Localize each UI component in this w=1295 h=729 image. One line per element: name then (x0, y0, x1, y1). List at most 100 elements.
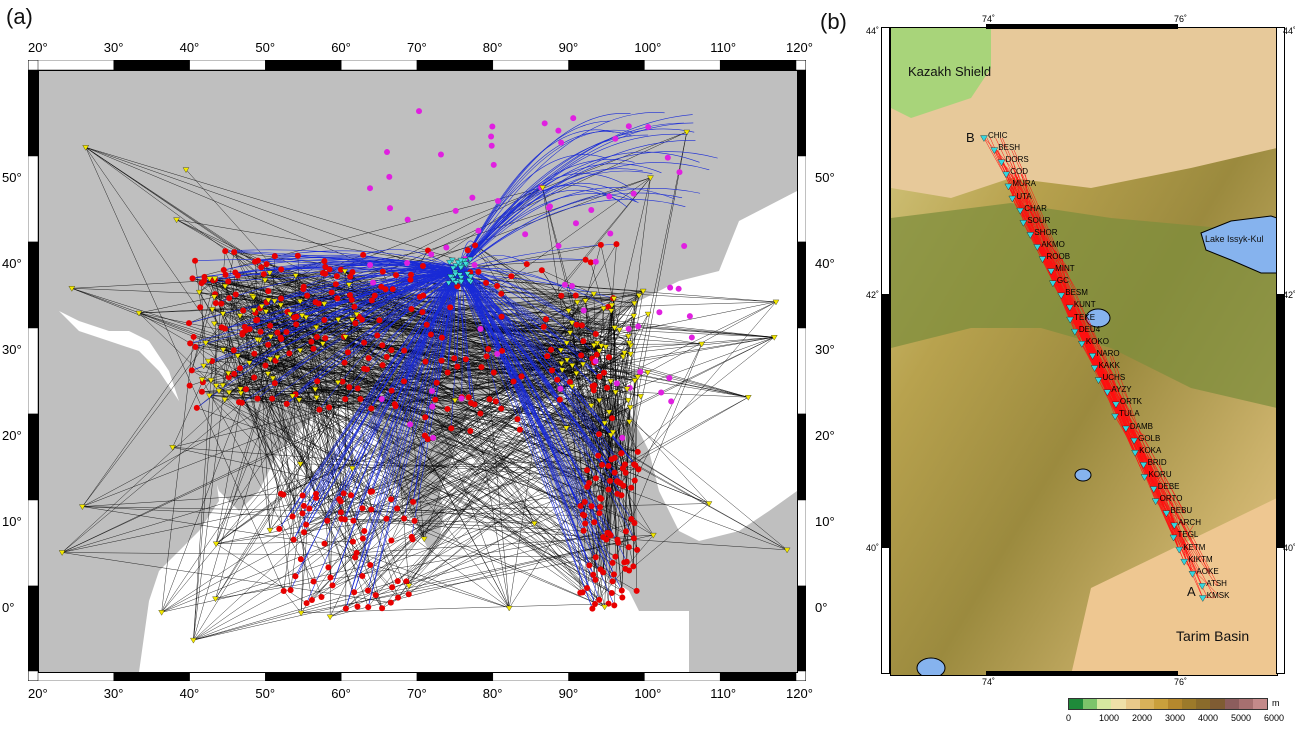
ray-path (458, 159, 635, 272)
earthquake-event (421, 432, 428, 439)
station-label: ARCH (1178, 518, 1201, 528)
ray-path (571, 322, 595, 523)
earthquake-event (572, 292, 579, 299)
profile-station-marker (1131, 450, 1139, 457)
ray-path (225, 250, 592, 406)
event-magenta (666, 375, 673, 382)
station-label: TULA (1119, 409, 1140, 419)
seismic-station (225, 390, 233, 396)
ray-path (138, 312, 234, 351)
seismic-station (237, 386, 244, 393)
earthquake-event (584, 585, 591, 592)
earthquake-event (622, 565, 629, 572)
seismic-station (302, 315, 310, 321)
colorbar-swatch (1182, 699, 1197, 709)
ray-path (212, 343, 323, 362)
profile-station (452, 280, 460, 286)
seismic-station (579, 362, 587, 368)
seismic-station (601, 604, 608, 611)
earthquake-event (622, 528, 629, 535)
seismic-station (605, 409, 613, 416)
seismic-station (334, 380, 342, 386)
ray-path (541, 270, 594, 295)
earthquake-event (263, 261, 270, 268)
seismic-station (267, 356, 274, 363)
map-b (890, 27, 1278, 676)
seismic-station (246, 360, 253, 367)
ray-path (161, 530, 365, 613)
station-label: BEBU (1170, 506, 1193, 516)
ray-path (604, 423, 623, 598)
earthquake-event (340, 490, 347, 497)
event-magenta (367, 185, 374, 192)
ray-path (370, 376, 638, 493)
earthquake-event (326, 266, 333, 273)
earthquake-event (276, 525, 283, 532)
ray-path (209, 395, 518, 420)
earthquake-event (610, 571, 617, 578)
ray-path (212, 309, 368, 370)
earthquake-event (313, 494, 320, 501)
event-magenta (386, 173, 393, 180)
ray-path (237, 355, 471, 432)
seismic-station (206, 276, 213, 282)
event-magenta (658, 389, 665, 396)
ray-path (458, 151, 718, 272)
ray-path (458, 163, 662, 272)
seismic-station (209, 307, 216, 313)
lat-tick-label-left: 10° (2, 514, 22, 529)
earthquake-event (186, 382, 193, 389)
seismic-station (566, 330, 574, 336)
ray-path (306, 269, 456, 604)
earthquake-event (490, 369, 497, 376)
event-magenta (546, 204, 553, 211)
seismic-station (627, 405, 634, 411)
ray-path (603, 372, 612, 435)
profile-end-b: B (966, 130, 975, 145)
tarim-basin-area (1071, 498, 1277, 675)
earthquake-event (300, 283, 307, 290)
colorbar-swatch (1069, 699, 1084, 709)
seismic-station (212, 383, 220, 389)
lake-small-3 (916, 657, 946, 675)
colorbar-swatch (1224, 699, 1239, 709)
earthquake-event (582, 256, 589, 263)
profile-station-marker (1038, 256, 1047, 263)
ray-path (201, 379, 314, 582)
earthquake-event (447, 304, 454, 311)
earthquake-event (523, 261, 530, 268)
ray-path (281, 338, 612, 436)
seismic-station (82, 145, 89, 151)
earthquake-event (477, 410, 484, 417)
earthquake-event (359, 572, 366, 579)
kazakh-shield-area (891, 28, 991, 118)
event-magenta (370, 279, 377, 286)
earthquake-event (454, 363, 461, 370)
earthquake-event (316, 406, 323, 413)
ray-path (622, 407, 631, 469)
ray-path (436, 382, 456, 401)
earthquake-event (586, 480, 593, 487)
earthquake-event (420, 292, 427, 299)
ray-path (634, 380, 637, 591)
lat-tick-label-right: 0° (815, 600, 828, 615)
colorbar-swatch (1252, 699, 1267, 709)
earthquake-event (372, 592, 379, 599)
b-bot-lon-76: 76˚ (1174, 677, 1188, 687)
earthquake-event (254, 316, 261, 323)
event-magenta (488, 142, 495, 149)
seismic-station (205, 358, 212, 365)
ray-path (193, 360, 213, 641)
station-label: KOKA (1139, 445, 1162, 455)
earthquake-event (596, 431, 603, 438)
seismic-station (745, 395, 752, 401)
ray-path (201, 282, 749, 398)
earthquake-event (371, 292, 378, 299)
earthquake-event (393, 272, 400, 279)
ray-path (986, 137, 1108, 393)
ray-path (71, 288, 601, 499)
seismic-station (582, 298, 589, 304)
lon-tick-label: 90° (558, 686, 579, 701)
ray-path (287, 266, 459, 313)
ray-path (337, 300, 373, 383)
